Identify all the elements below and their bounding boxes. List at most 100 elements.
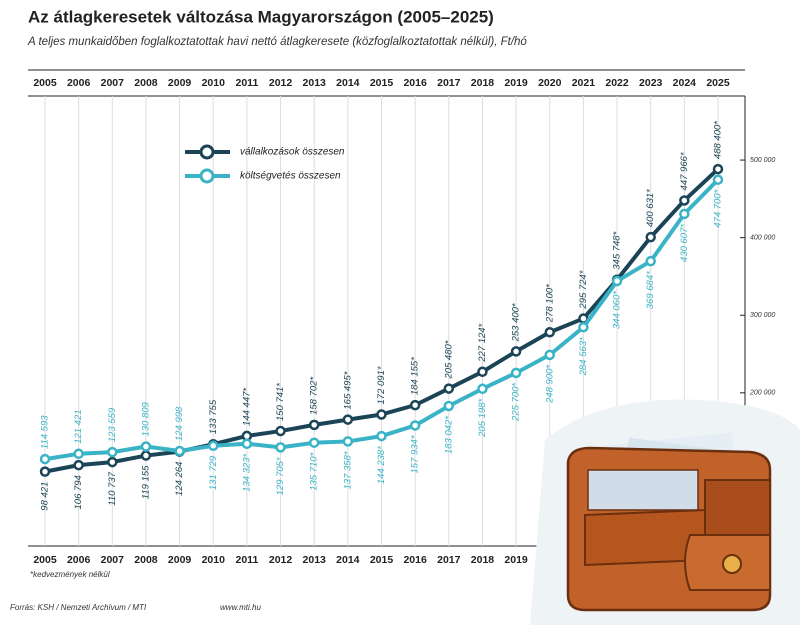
value-label: 165 495* <box>342 371 353 409</box>
plot: 2005 2005 2006 2006 2007 2007 2008 2008 2009 2009… <box>33 77 775 566</box>
point <box>174 445 185 457</box>
point <box>342 436 354 447</box>
x-tick-label-top: 2021 <box>572 77 596 89</box>
point <box>679 195 690 206</box>
value-label: 110 737 <box>107 471 118 505</box>
value-label: 133 755 <box>208 399 219 434</box>
point <box>342 414 354 425</box>
legend-marker <box>199 144 215 160</box>
point <box>140 441 152 452</box>
value-label: 129 705* <box>275 457 286 495</box>
point <box>510 367 522 379</box>
value-label: 225 700* <box>511 383 522 422</box>
value-label: 131 729 <box>208 455 219 490</box>
x-tick-label-top: 2005 <box>33 77 57 89</box>
x-tick-label: 2013 <box>303 554 327 566</box>
x-tick-label: 2008 <box>134 554 158 566</box>
point <box>39 453 51 465</box>
value-label: 123 559 <box>107 407 118 442</box>
legend-label: költségvetés összesen <box>240 171 341 182</box>
value-label: 172 091* <box>376 366 387 404</box>
value-label: 430 607* <box>679 224 690 262</box>
source: Forrás: KSH / Nemzeti Archívum / MTI <box>10 603 147 612</box>
value-label: 114 593 <box>40 415 51 449</box>
x-tick-label: 2018 <box>471 554 495 566</box>
point <box>409 399 421 411</box>
point <box>645 231 656 243</box>
value-label: 130 809 <box>140 401 151 436</box>
value-label: 253 400* <box>511 303 522 342</box>
point <box>477 366 488 378</box>
point <box>409 420 421 431</box>
x-tick-label-top: 2009 <box>168 77 192 89</box>
x-tick-label: 2005 <box>33 554 57 566</box>
x-tick-label-top: 2014 <box>336 77 360 89</box>
point <box>39 466 51 477</box>
value-label: 284 563* <box>578 337 589 376</box>
value-label: 137 358* <box>342 451 353 489</box>
value-label: 205 480* <box>443 340 454 379</box>
point <box>208 440 219 452</box>
x-tick-label-top: 2023 <box>639 77 663 89</box>
value-label: 119 155 <box>140 465 151 499</box>
value-label: 157 934* <box>410 435 421 473</box>
x-tick-label-top: 2020 <box>538 77 562 89</box>
x-tick-label: 2016 <box>403 554 427 566</box>
x-tick-label-top: 2022 <box>605 77 629 89</box>
x-tick-label-top: 2011 <box>236 77 259 89</box>
x-tick-label: 2019 <box>504 554 528 566</box>
value-label: 205 198* <box>477 399 488 438</box>
wallet-illustration <box>530 399 800 625</box>
chart-subtitle: A teljes munkaidőben foglalkoztatottak h… <box>27 36 527 48</box>
value-label: 400 631* <box>645 189 656 227</box>
value-label: 183 042* <box>443 416 454 454</box>
x-tick-label-top: 2010 <box>202 77 226 89</box>
value-label: 158 702* <box>309 377 320 415</box>
point <box>679 208 690 220</box>
point <box>443 400 455 412</box>
value-label: 295 724* <box>578 270 589 309</box>
point <box>712 174 724 185</box>
point <box>241 438 253 450</box>
x-tick-label: 2012 <box>269 554 293 566</box>
value-label: 124 264 <box>174 462 185 496</box>
x-tick-label: 2010 <box>202 554 226 566</box>
x-tick-label-top: 2016 <box>403 77 427 89</box>
x-tick-label-top: 2013 <box>303 77 327 89</box>
point <box>275 442 286 453</box>
point <box>73 459 84 471</box>
point <box>443 383 455 394</box>
legend-label: vállalkozások összesen <box>240 147 345 158</box>
point <box>712 163 724 175</box>
y-tick-label: 400 000 <box>750 234 775 241</box>
x-tick-label: 2014 <box>336 554 360 566</box>
value-label: 135 710* <box>309 452 320 490</box>
x-tick-label-top: 2012 <box>269 77 293 89</box>
x-tick-label-top: 2008 <box>134 77 158 89</box>
point <box>73 448 84 460</box>
point <box>578 321 589 333</box>
value-label: 121 421 <box>73 409 84 443</box>
x-tick-label-top: 2025 <box>706 77 730 89</box>
value-label: 369 684* <box>645 271 656 309</box>
point <box>544 349 555 361</box>
x-tick-label-top: 2018 <box>471 77 495 89</box>
x-tick-label: 2017 <box>437 554 461 566</box>
value-label: 150 741* <box>275 383 286 421</box>
x-tick-label: 2007 <box>101 554 125 566</box>
x-tick-label: 2015 <box>370 554 394 566</box>
value-label: 144 238* <box>376 446 387 484</box>
point <box>107 446 118 458</box>
point <box>645 255 656 267</box>
value-label: 227 124* <box>477 323 488 362</box>
value-label: 345 748* <box>612 231 623 269</box>
point <box>308 419 320 431</box>
y-tick-label: 500 000 <box>750 157 775 164</box>
point <box>140 450 152 461</box>
x-tick-label: 2009 <box>168 554 192 566</box>
value-label: 98 421 <box>40 482 51 511</box>
footnote: *kedvezmények nélkül <box>30 570 110 579</box>
x-tick-label-top: 2006 <box>67 77 91 89</box>
value-label: 144 447* <box>241 388 252 426</box>
